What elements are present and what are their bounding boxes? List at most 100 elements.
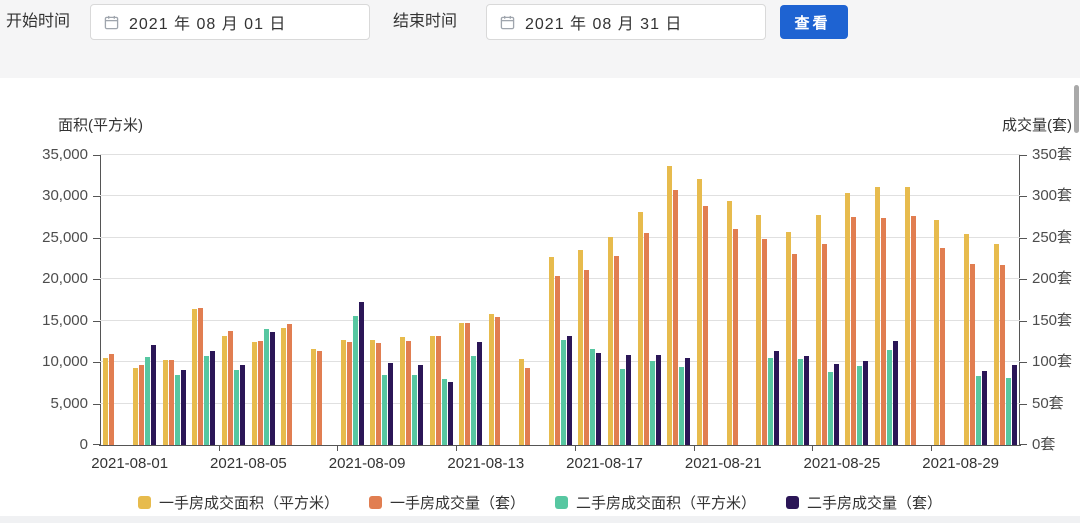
- bar: [346, 342, 352, 445]
- bar: [352, 316, 358, 445]
- x-axis-label: 2021-08-25: [803, 455, 881, 472]
- bar: [584, 270, 590, 445]
- legend-color-chip: [786, 496, 800, 509]
- bar: [625, 355, 631, 445]
- start-date-value: 2021 年 08 月 01 日: [129, 16, 287, 33]
- calendar-icon: [104, 15, 119, 29]
- legend-label: 一手房成交量（套）: [389, 495, 525, 512]
- bar: [263, 329, 269, 445]
- right-axis-title: 成交量(套): [1002, 117, 1072, 134]
- bar: [851, 217, 857, 445]
- bar: [281, 328, 287, 445]
- legend-item[interactable]: 二手房成交面积（平方米）: [555, 492, 756, 513]
- x-axis-label: 2021-08-01: [91, 455, 169, 472]
- right-axis-tick-label: 0套: [1032, 436, 1056, 453]
- bar: [643, 233, 649, 445]
- gridline: [100, 361, 1020, 363]
- bar: [524, 368, 530, 445]
- right-axis-tick-label: 200套: [1032, 270, 1073, 288]
- legend-item[interactable]: 二手房成交量（套）: [786, 492, 942, 513]
- bar: [133, 368, 139, 445]
- left-axis-tick: [93, 196, 100, 198]
- right-axis-tick-label: 250套: [1032, 228, 1073, 246]
- start-time-label: 开始时间: [6, 13, 71, 30]
- left-axis-tick: [93, 279, 100, 281]
- x-axis-tick: [930, 445, 932, 451]
- bar: [151, 345, 157, 445]
- scrollbar-thumb[interactable]: [1074, 85, 1079, 133]
- left-axis-tick-label: 5,000: [50, 394, 88, 412]
- legend-color-chip: [368, 496, 382, 509]
- bar: [613, 256, 619, 445]
- bar: [435, 336, 441, 445]
- bar: [222, 336, 228, 445]
- x-axis-label: 2021-08-05: [210, 455, 287, 472]
- bar: [139, 365, 145, 445]
- right-axis-tick: [1020, 155, 1027, 156]
- bar: [797, 359, 803, 445]
- bar: [726, 201, 732, 445]
- legend-item[interactable]: 一手房成交量（套）: [368, 492, 525, 513]
- bar: [655, 355, 661, 445]
- bar: [441, 379, 447, 445]
- legend-color-chip: [555, 496, 568, 509]
- left-axis-tick-label: 30,000: [42, 187, 88, 205]
- bar: [370, 340, 376, 445]
- bar: [696, 179, 702, 445]
- x-axis-tick: [456, 445, 458, 451]
- end-date-value: 2021 年 08 月 31 日: [525, 16, 683, 33]
- bar: [815, 215, 821, 445]
- bar: [863, 361, 869, 445]
- right-axis-tick-label: 150套: [1032, 311, 1073, 329]
- bar: [477, 342, 483, 445]
- bar: [679, 367, 685, 445]
- bar: [311, 349, 317, 445]
- left-axis-title: 面积(平方米): [58, 117, 143, 134]
- gridline: [100, 154, 1020, 155]
- x-axis-tick: [337, 445, 339, 451]
- bar: [821, 244, 827, 445]
- bar: [803, 356, 809, 445]
- bar: [174, 375, 180, 445]
- bar: [845, 193, 851, 445]
- bar: [317, 351, 323, 445]
- start-date-input[interactable]: 2021 年 08 月 01 日: [90, 4, 370, 40]
- bar: [447, 382, 453, 445]
- bar: [886, 350, 892, 445]
- x-axis-line: [99, 445, 1021, 446]
- left-axis-tick-label: 25,000: [42, 228, 88, 246]
- bar: [1011, 365, 1017, 445]
- bar: [963, 234, 969, 445]
- bar: [762, 239, 768, 445]
- bar: [489, 314, 495, 445]
- bar: [400, 337, 406, 445]
- chart-legend: 一手房成交面积（平方米） 一手房成交量（套） 二手房成交面积（平方米） 二手房成交量（…: [0, 492, 1080, 513]
- filter-bar: 开始时间 2021 年 08 月 01 日 结束时间 2021 年 08 月 3…: [0, 0, 1080, 78]
- bar: [940, 248, 946, 445]
- bar: [518, 359, 524, 445]
- end-time-label: 结束时间: [393, 13, 458, 30]
- left-axis-tick: [93, 320, 100, 322]
- bar: [287, 324, 293, 445]
- right-axis-tick: [1020, 279, 1027, 281]
- end-date-input[interactable]: 2021 年 08 月 31 日: [486, 4, 766, 40]
- x-axis-tick: [218, 445, 220, 451]
- left-axis-tick-label: 10,000: [42, 353, 88, 371]
- bar: [382, 375, 388, 445]
- bar: [667, 166, 673, 445]
- bar: [649, 361, 655, 445]
- right-axis-tick: [1020, 237, 1027, 239]
- bar: [874, 187, 880, 445]
- left-axis-tick: [93, 403, 100, 405]
- x-axis-tick: [574, 445, 576, 451]
- bar: [774, 351, 780, 445]
- bar: [791, 254, 797, 445]
- bar: [257, 341, 263, 445]
- bar: [376, 343, 382, 445]
- bar: [993, 244, 999, 445]
- bar: [732, 229, 738, 445]
- view-button[interactable]: 查看: [780, 5, 848, 39]
- bar: [1005, 378, 1011, 445]
- gridline: [100, 319, 1020, 321]
- legend-item[interactable]: 一手房成交面积（平方米）: [137, 492, 339, 513]
